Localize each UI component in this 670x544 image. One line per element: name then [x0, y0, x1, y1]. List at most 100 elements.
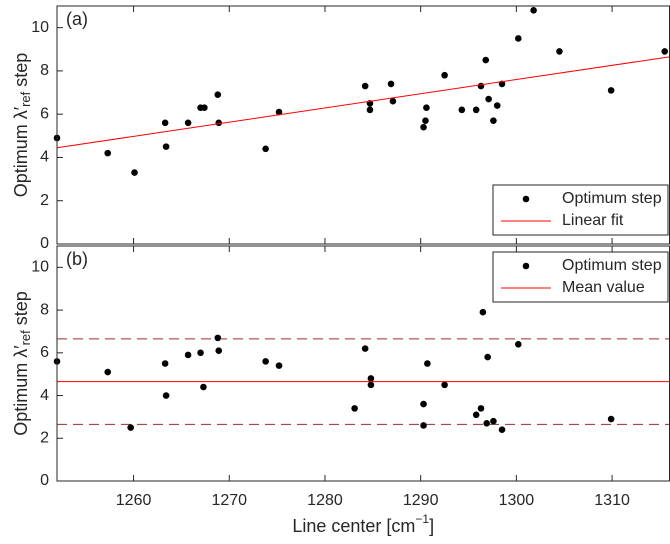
point — [184, 119, 192, 127]
point — [493, 102, 501, 109]
point — [661, 48, 669, 55]
panel-label: (b) — [66, 249, 88, 269]
point — [422, 117, 429, 124]
y-tick-label: 10 — [31, 19, 49, 36]
y-axis-label-part: Optimum λ′ — [11, 345, 31, 436]
point — [490, 117, 497, 124]
point — [275, 108, 283, 116]
point — [361, 82, 369, 90]
point — [262, 358, 269, 365]
x-tick-label: 1310 — [594, 492, 630, 509]
point — [458, 106, 466, 114]
y-tick-label: 2 — [40, 429, 49, 446]
legend-box — [492, 251, 669, 303]
y-axis-label-part: ref — [18, 330, 33, 346]
y-axis-label: Optimum λ′ref step — [11, 53, 34, 198]
point — [441, 381, 448, 389]
x-tick-label: 1260 — [116, 492, 152, 509]
point — [200, 383, 207, 391]
legend-box — [492, 184, 669, 236]
x-tick-label: 1270 — [211, 492, 247, 509]
y-tick-label: 2 — [40, 192, 49, 209]
point — [275, 362, 283, 369]
point — [389, 97, 397, 105]
legend-label: Optimum step — [562, 190, 662, 207]
point — [351, 405, 358, 412]
point — [197, 349, 204, 357]
y-tick-label: 8 — [40, 62, 49, 79]
point — [472, 106, 480, 114]
x-axis-label-part: Line center [cm — [292, 516, 415, 536]
point — [201, 104, 208, 111]
x-tick-label: 1290 — [403, 492, 439, 509]
point — [214, 91, 222, 99]
y-axis-label-part: step — [11, 53, 31, 92]
point — [514, 35, 522, 42]
point — [420, 400, 427, 408]
point — [420, 123, 427, 131]
point — [498, 426, 506, 434]
point — [131, 169, 138, 176]
legend-label: Optimum step — [562, 257, 662, 274]
point — [556, 48, 563, 55]
y-tick-label: 6 — [40, 105, 49, 122]
point — [484, 353, 491, 361]
point — [490, 417, 497, 425]
point — [184, 351, 192, 359]
y-tick-label: 0 — [40, 235, 49, 252]
point — [423, 104, 430, 111]
x-axis-label-part: ] — [429, 516, 434, 536]
point — [127, 424, 134, 431]
y-axis-label-part: ref — [18, 91, 33, 107]
point — [420, 422, 427, 429]
point — [424, 360, 431, 367]
point — [367, 381, 375, 389]
point — [483, 420, 491, 427]
legend-swatch — [522, 262, 530, 270]
x-axis-label: Line center [cm−1] — [292, 512, 434, 536]
y-tick-label: 8 — [40, 301, 49, 318]
line — [56, 56, 670, 149]
legend-label: Mean value — [562, 279, 645, 296]
point — [607, 415, 615, 423]
y-axis-label-part: step — [11, 291, 31, 330]
panel-label: (a) — [66, 9, 88, 29]
x-tick-label: 1280 — [307, 492, 343, 509]
y-tick-label: 10 — [31, 259, 49, 276]
point — [472, 411, 480, 419]
point — [104, 149, 112, 157]
y-tick-label: 4 — [40, 387, 49, 404]
y-tick-label: 0 — [40, 472, 49, 489]
point — [441, 71, 448, 79]
x-tick-label: 1300 — [499, 492, 535, 509]
y-axis-label-part: Optimum λ′ — [11, 106, 31, 197]
point — [477, 405, 485, 412]
point — [607, 87, 615, 94]
point — [162, 143, 170, 150]
point — [530, 7, 537, 14]
point — [485, 95, 492, 103]
point — [104, 368, 112, 376]
point — [215, 119, 223, 127]
point — [479, 308, 487, 316]
y-axis-label: Optimum λ′ref step — [11, 291, 34, 436]
y-tick-label: 4 — [40, 149, 49, 166]
point — [161, 119, 169, 127]
point — [366, 106, 374, 114]
point — [214, 334, 222, 342]
point — [162, 392, 170, 399]
point — [477, 82, 485, 90]
point — [367, 375, 375, 382]
point — [161, 360, 169, 367]
point — [262, 145, 269, 153]
point — [514, 340, 522, 348]
point — [387, 80, 395, 88]
point — [482, 56, 490, 64]
y-tick-label: 6 — [40, 344, 49, 361]
point — [361, 345, 369, 352]
legend-swatch — [522, 195, 530, 203]
legend-label: Linear fit — [562, 212, 624, 229]
x-axis-label-part: −1 — [415, 512, 429, 526]
point — [215, 347, 223, 354]
